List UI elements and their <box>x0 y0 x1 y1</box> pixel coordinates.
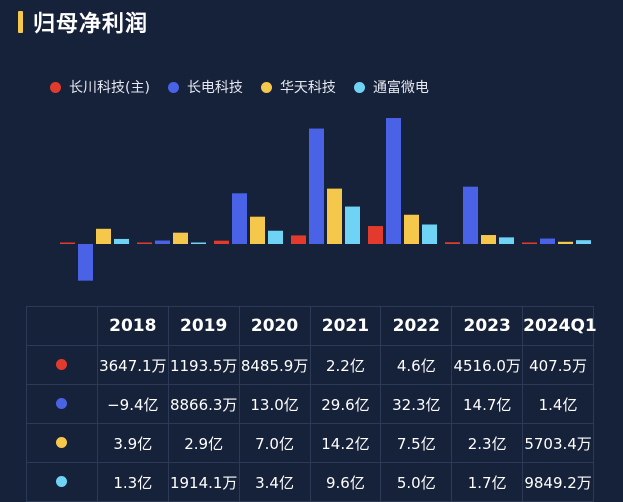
series-dot-icon <box>56 476 68 487</box>
bar-2022-series-2 <box>404 214 419 244</box>
table-cell: −9.4亿 <box>96 384 169 424</box>
legend-item: 通富微电 <box>353 77 429 97</box>
bar-2024Q1-series-2 <box>558 241 573 244</box>
row-marker <box>26 384 98 424</box>
series-dot-icon <box>56 398 68 409</box>
chart-legend: 长川科技(主) 长电科技 华天科技 通富微电 <box>50 76 447 98</box>
column-header: 2019 <box>167 306 240 346</box>
row-marker <box>26 462 98 502</box>
legend-label: 长电科技 <box>186 80 243 96</box>
bar-2020-series-0 <box>214 240 229 244</box>
legend-label: 长川科技(主) <box>69 80 150 96</box>
column-header: 2024Q1 <box>522 306 597 346</box>
table-cell: 14.2亿 <box>309 423 382 463</box>
table-cell: 8866.3万 <box>167 384 240 424</box>
table-cell: 8485.9万 <box>238 345 311 385</box>
bar-2023-series-0 <box>445 242 460 244</box>
bar-2020-series-1 <box>232 193 247 244</box>
bar-2019-series-1 <box>155 240 170 244</box>
table-cell: 1.4亿 <box>522 384 594 424</box>
column-header: 2023 <box>451 306 524 346</box>
table-cell: 4516.0万 <box>451 345 524 385</box>
table-cell: 14.7亿 <box>451 384 524 424</box>
bar-2018-series-1 <box>78 244 93 281</box>
series-dot-icon <box>56 359 68 370</box>
bar-2019-series-3 <box>191 242 206 244</box>
table-cell: 3.9亿 <box>96 423 169 463</box>
table-row: 3647.1万 1193.5万 8485.9万 2.2亿 4.6亿 4516.0… <box>26 345 594 385</box>
table-cell: 13.0亿 <box>238 384 311 424</box>
table-cell: 2.2亿 <box>309 345 382 385</box>
bar-2018-series-3 <box>114 238 129 244</box>
table-cell: 2.9亿 <box>167 423 240 463</box>
table-cell: 1193.5万 <box>167 345 240 385</box>
legend-dot-icon <box>260 81 272 93</box>
title-accent-bar <box>18 11 23 33</box>
series-dot-icon <box>56 437 68 448</box>
legend-dot-icon <box>353 81 365 93</box>
table-cell: 4.6亿 <box>380 345 453 385</box>
table-cell: 2.3亿 <box>451 423 524 463</box>
legend-item: 长电科技 <box>167 77 243 97</box>
legend-label: 华天科技 <box>279 80 336 96</box>
row-marker <box>26 423 98 463</box>
bar-2024Q1-series-0 <box>522 242 537 244</box>
bar-2020-series-2 <box>250 216 265 244</box>
bar-2021-series-3 <box>345 206 360 244</box>
bar-chart <box>60 118 591 281</box>
table-cell: 9849.2万 <box>522 462 594 502</box>
legend-dot-icon <box>50 81 61 93</box>
bar-2024Q1-series-1 <box>540 238 555 244</box>
bar-2021-series-2 <box>327 188 342 244</box>
table-cell: 1.3亿 <box>96 462 169 502</box>
bar-2019-series-0 <box>137 242 152 244</box>
table-cell: 29.6亿 <box>309 384 382 424</box>
bar-2022-series-1 <box>386 118 401 244</box>
table-cell: 5703.4万 <box>522 423 594 463</box>
table-cell: 3.4亿 <box>238 462 311 502</box>
bar-2021-series-0 <box>291 235 306 244</box>
bar-2021-series-1 <box>309 128 324 244</box>
bar-2023-series-3 <box>499 237 514 244</box>
row-marker <box>26 345 98 385</box>
column-header: 2021 <box>309 306 382 346</box>
data-table: 2018 2019 2020 2021 2022 2023 2024Q1 364… <box>26 306 597 502</box>
table-corner-cell <box>26 306 98 346</box>
bar-2018-series-0 <box>60 242 75 244</box>
column-header: 2022 <box>380 306 453 346</box>
table-cell: 7.5亿 <box>380 423 453 463</box>
table-cell: 3647.1万 <box>96 345 169 385</box>
table-header-row: 2018 2019 2020 2021 2022 2023 2024Q1 <box>26 306 597 346</box>
table-cell: 1.7亿 <box>451 462 524 502</box>
table-cell: 32.3亿 <box>380 384 453 424</box>
table-cell: 1914.1万 <box>167 462 240 502</box>
legend-item: 长川科技(主) <box>50 77 150 97</box>
table-cell: 7.0亿 <box>238 423 311 463</box>
bar-2024Q1-series-3 <box>576 240 591 244</box>
table-cell: 5.0亿 <box>380 462 453 502</box>
bar-2022-series-0 <box>368 226 383 244</box>
bar-2018-series-2 <box>96 228 111 244</box>
table-cell: 9.6亿 <box>309 462 382 502</box>
bar-2020-series-3 <box>268 230 283 244</box>
table-row: 3.9亿 2.9亿 7.0亿 14.2亿 7.5亿 2.3亿 5703.4万 <box>26 423 594 463</box>
column-header: 2020 <box>238 306 311 346</box>
table-cell: 407.5万 <box>522 345 594 385</box>
legend-dot-icon <box>167 81 179 93</box>
legend-label: 通富微电 <box>372 80 429 96</box>
table-row: −9.4亿 8866.3万 13.0亿 29.6亿 32.3亿 14.7亿 1.… <box>26 384 594 424</box>
page-title: 归母净利润 <box>33 12 149 37</box>
bar-2023-series-2 <box>481 235 496 244</box>
legend-item: 华天科技 <box>260 77 336 97</box>
bar-2019-series-2 <box>173 232 188 244</box>
bar-2023-series-1 <box>463 186 478 244</box>
column-header: 2018 <box>96 306 169 346</box>
bar-2022-series-3 <box>422 224 437 244</box>
table-row: 1.3亿 1914.1万 3.4亿 9.6亿 5.0亿 1.7亿 9849.2万 <box>26 462 594 502</box>
